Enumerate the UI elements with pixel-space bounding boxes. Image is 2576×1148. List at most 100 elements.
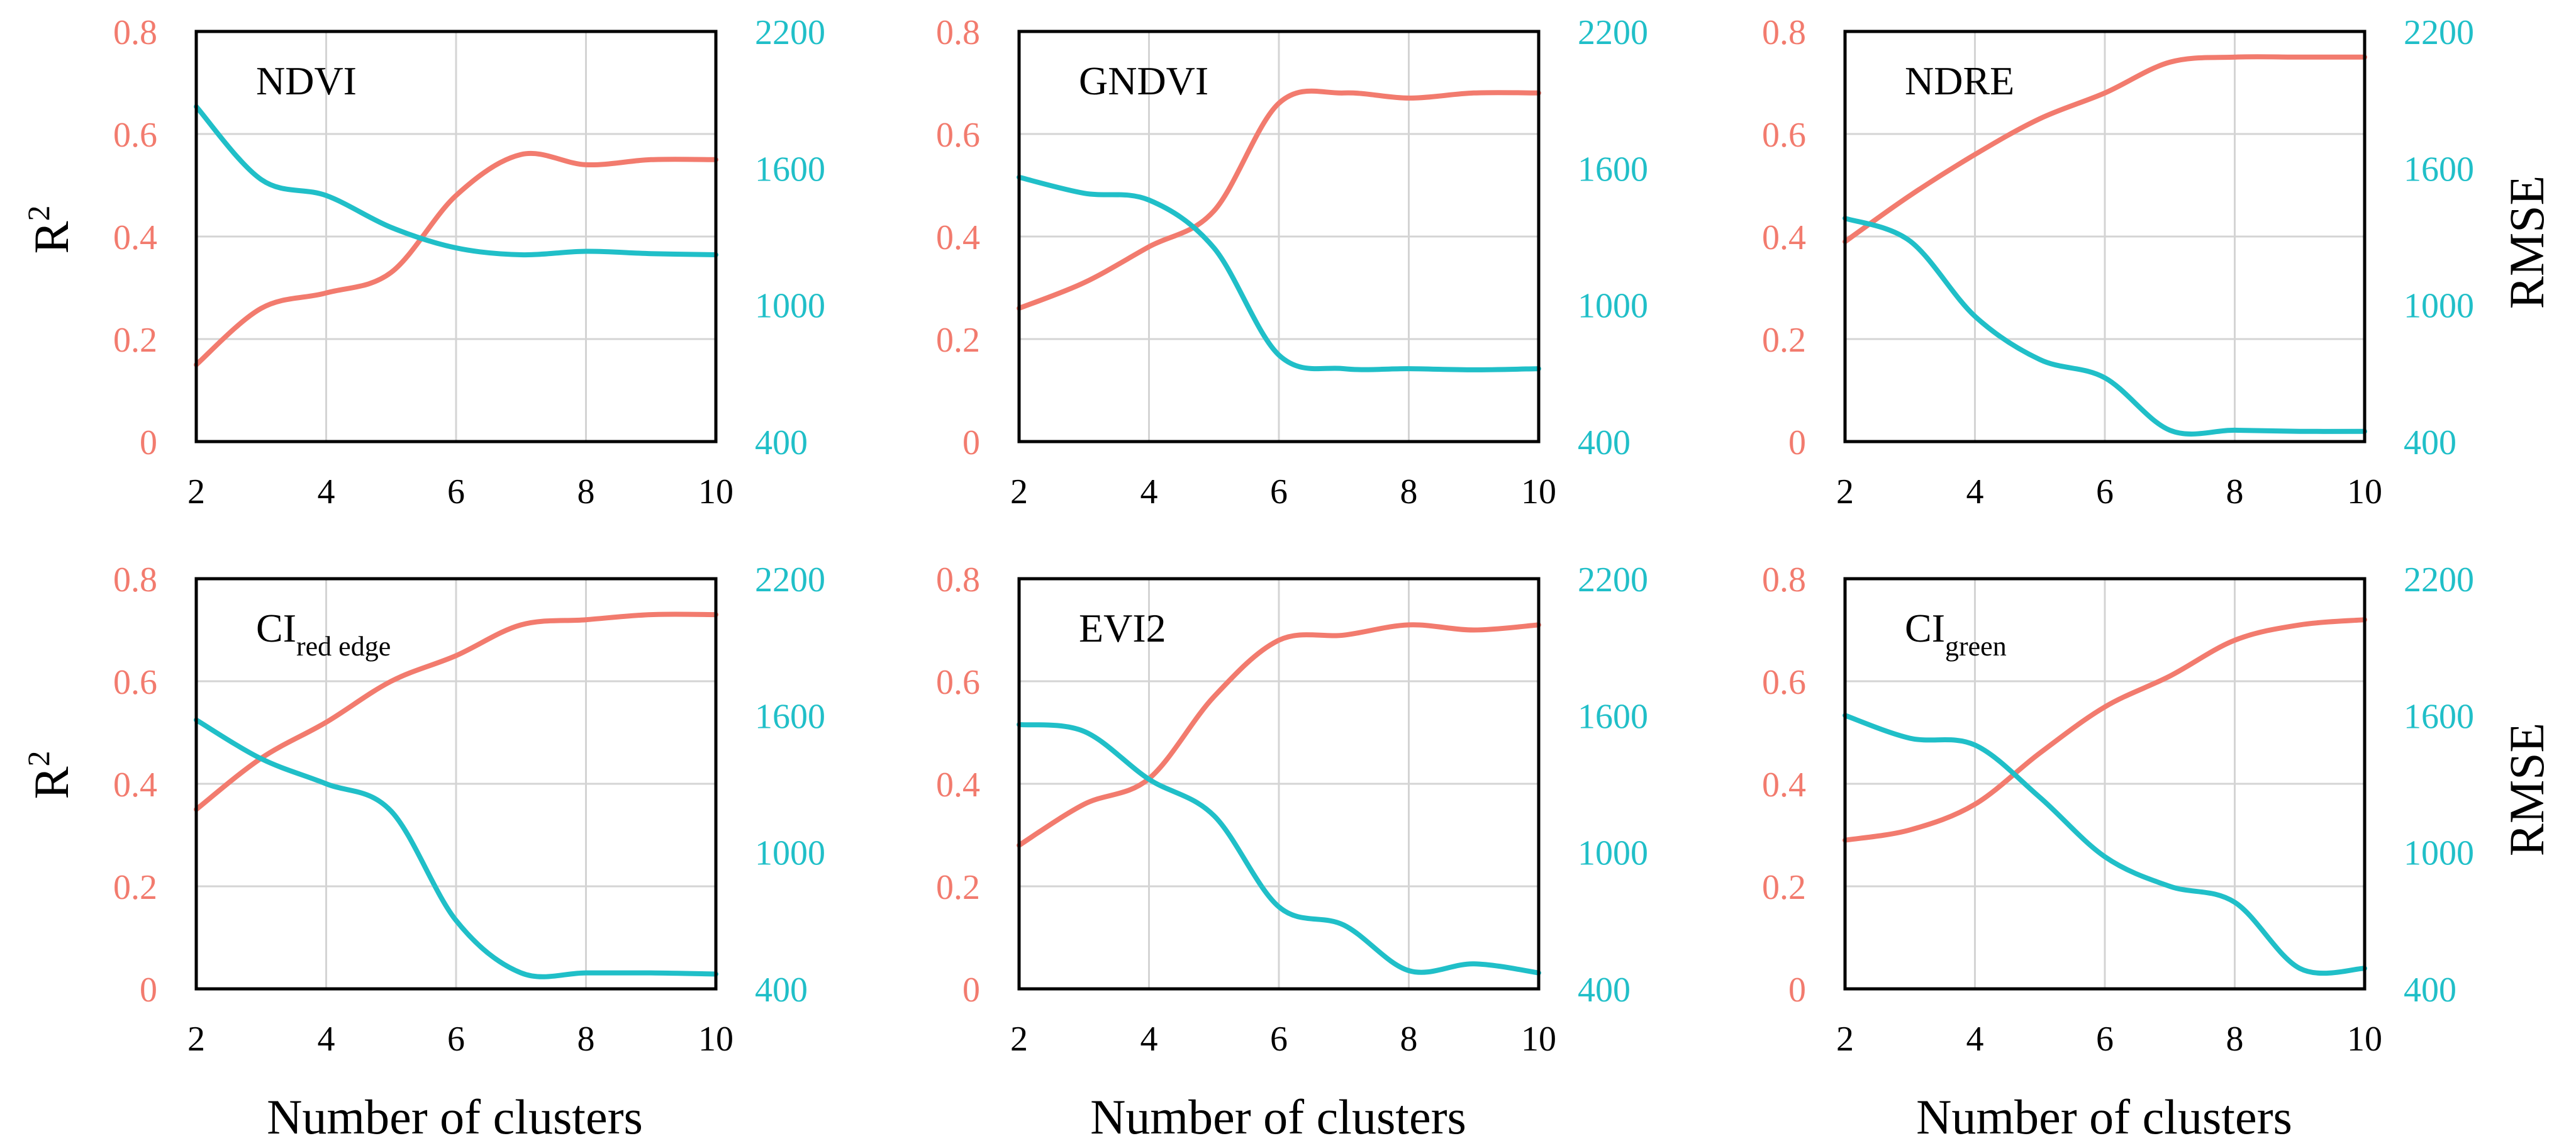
panel-3-right-tick-0: 400 [2404,423,2456,462]
panel-4-rmse-line [194,717,718,979]
panel-2-x-tick-4: 10 [1521,472,1556,511]
panel-6-right-tick-3: 2200 [2404,560,2474,599]
panel-4-label-main: CI [256,606,296,650]
panel-3-r2-line [1843,54,2367,245]
panel-4-r2-line [194,611,718,812]
panel-6-label: CIgreen [1905,606,2007,662]
r2-axis-title-row2: R2 [21,750,79,799]
panel-6-left-tick-3: 0.6 [1762,663,1806,702]
panel-1-label: NDVI [256,59,357,103]
panel-4-right-tick-1: 1000 [755,834,825,873]
panel-1-label-main: NDVI [256,59,357,103]
panel-2-frame [1017,30,1541,443]
panel-3-left-tick-3: 0.6 [1762,116,1806,155]
panel-1-x-tick-1: 4 [318,472,335,511]
panel-5-left-tick-1: 0.2 [936,868,980,907]
panel-6-x-tick-3: 8 [2226,1020,2244,1059]
panel-3-x-tick-4: 10 [2347,472,2382,511]
panel-4-x-tick-0: 2 [187,1020,205,1059]
panel-5-left-tick-4: 0.8 [936,560,980,599]
panel-3-right-tick-1: 1000 [2404,287,2474,326]
panel-1-right-tick-1: 1000 [755,287,825,326]
panel-5-right-tick-0: 400 [1578,971,1631,1010]
panel-2-x-tick-0: 2 [1010,472,1028,511]
panel-2-right-tick-3: 2200 [1578,13,1648,52]
panel-6-left-tick-2: 0.4 [1762,766,1806,805]
x-axis-title-col1: Number of clusters [267,1089,643,1144]
panel-3-frame [1843,30,2367,443]
panel-6-x-tick-1: 4 [1966,1020,1984,1059]
panel-5-right-tick-2: 1600 [1578,697,1648,736]
panel-2-label: GNDVI [1079,59,1208,103]
panel-3-left-tick-4: 0.8 [1762,13,1806,52]
panel-1-r2-line [194,150,718,367]
panel-6-right-tick-0: 400 [2404,971,2456,1010]
panel-2-right-tick-0: 400 [1578,423,1631,462]
r2-axis-title-row1: R2 [21,205,79,254]
panel-4-left-tick-2: 0.4 [113,766,157,805]
panel-6-frame [1843,577,2367,991]
panel-6-label-subscript: green [1945,631,2007,662]
panel-2-left-tick-0: 0 [962,423,980,462]
x-axis-title-col3: Number of clusters [1916,1089,2292,1144]
panel-1-x-tick-3: 8 [577,472,595,511]
panel-4-frame [194,577,718,991]
panel-2-x-tick-3: 8 [1400,472,1418,511]
panel-2-label-main: GNDVI [1079,59,1208,103]
panel-3-rmse-line [1843,216,2367,437]
panel-2-x-tick-2: 6 [1270,472,1288,511]
panel-5-left-tick-2: 0.4 [936,766,980,805]
panel-4-right-tick-2: 1600 [755,697,825,736]
panel-6-right-tick-2: 1600 [2404,697,2474,736]
panel-5-x-tick-2: 6 [1270,1020,1288,1059]
panel-3-left-tick-2: 0.4 [1762,218,1806,257]
panel-6-label-main: CI [1905,606,1945,650]
panel-6-left-tick-4: 0.8 [1762,560,1806,599]
panel-1-x-tick-2: 6 [447,472,465,511]
x-axis-title-col2: Number of clusters [1090,1089,1466,1144]
panel-1-left-tick-2: 0.4 [113,218,157,257]
panel-5-x-tick-3: 8 [1400,1020,1418,1059]
panel-4-x-tick-1: 4 [318,1020,335,1059]
panel-4-left-tick-0: 0 [140,971,157,1010]
panel-6-right-tick-1: 1000 [2404,834,2474,873]
rmse-axis-title-row1: RMSE [2499,176,2554,309]
panel-1-left-tick-4: 0.8 [113,13,157,52]
panel-1-right-tick-0: 400 [755,423,808,462]
panel-1-x-tick-4: 10 [698,472,733,511]
panel-1-rmse-line [194,104,718,258]
panel-5-r2-line [1017,622,1541,848]
panel-5-label-main: EVI2 [1079,606,1166,650]
panel-2-left-tick-3: 0.6 [936,116,980,155]
panel-1-left-tick-0: 0 [140,423,157,462]
panel-4-label-subscript: red edge [296,631,391,662]
panel-2-r2-line [1017,88,1541,311]
panel-5-rmse-line [1017,722,1541,976]
panel-4-x-tick-2: 6 [447,1020,465,1059]
panel-2-left-tick-2: 0.4 [936,218,980,257]
panel-4-x-tick-4: 10 [698,1020,733,1059]
panel-2-right-tick-1: 1000 [1578,287,1648,326]
panel-3-x-tick-1: 4 [1966,472,1984,511]
panel-5-x-tick-1: 4 [1140,1020,1158,1059]
panel-4-left-tick-1: 0.2 [113,868,157,907]
panel-6-left-tick-1: 0.2 [1762,868,1806,907]
panel-3-left-tick-0: 0 [1788,423,1806,462]
panel-5-left-tick-3: 0.6 [936,663,980,702]
panel-6-x-tick-2: 6 [2096,1020,2114,1059]
panel-6-x-tick-4: 10 [2347,1020,2382,1059]
panel-6-rmse-line [1843,713,2367,976]
panel-5-right-tick-3: 2200 [1578,560,1648,599]
panel-6-left-tick-0: 0 [1788,971,1806,1010]
panel-2-left-tick-4: 0.8 [936,13,980,52]
panel-3-x-tick-3: 8 [2226,472,2244,511]
rmse-axis-title-row2: RMSE [2499,723,2554,856]
panel-4-label: CIred edge [256,606,391,662]
panel-2-rmse-line [1017,174,1541,372]
panel-6-x-tick-0: 2 [1836,1020,1854,1059]
panel-3-right-tick-3: 2200 [2404,13,2474,52]
panel-1-right-tick-2: 1600 [755,150,825,189]
panel-5-x-tick-4: 10 [1521,1020,1556,1059]
panel-3-label: NDRE [1905,59,2014,103]
